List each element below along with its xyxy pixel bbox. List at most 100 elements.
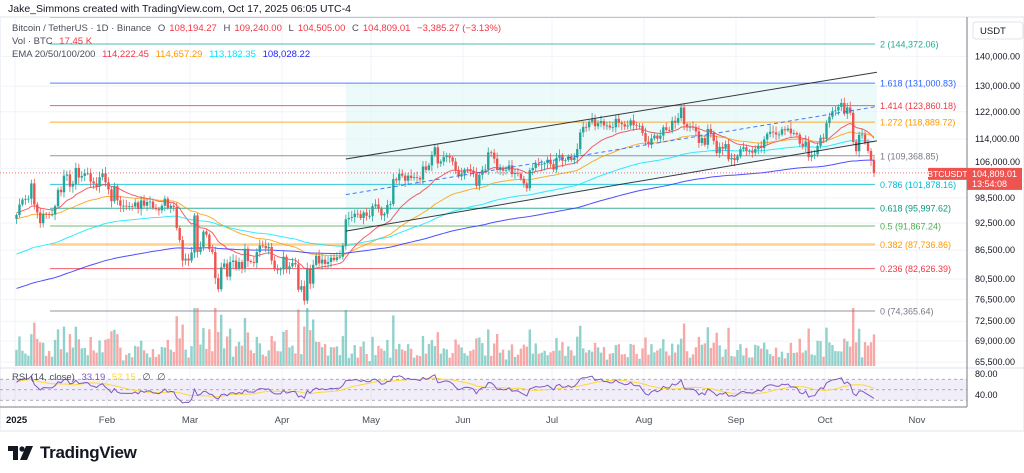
candle-body (768, 131, 772, 134)
volume-bar (558, 350, 561, 366)
volume-bar (362, 341, 365, 366)
volume-bar (338, 355, 342, 366)
candle-body (228, 261, 232, 277)
candle-body (365, 212, 368, 216)
candle-body (846, 107, 849, 114)
candle-body (338, 256, 342, 258)
volume-bar (178, 338, 181, 366)
volume-bar (398, 343, 401, 366)
volume-bar (24, 353, 27, 366)
volume-bar (602, 347, 606, 366)
candle-body (700, 138, 704, 143)
candle-body (353, 213, 356, 218)
volume-bar (415, 355, 419, 366)
candle-body (237, 261, 241, 269)
volume-bar (834, 351, 837, 366)
candle-body (59, 189, 63, 193)
symbol-name[interactable]: Bitcoin / TetherUS · 1D · Binance (12, 23, 152, 34)
volume-bar (727, 327, 730, 366)
candle-body (614, 118, 618, 128)
volume-bar (581, 348, 585, 366)
volume-bar (757, 345, 760, 366)
volume-bar (653, 352, 656, 366)
volume-bar (279, 351, 282, 366)
volume-bar (139, 340, 143, 366)
candle-body (647, 141, 650, 145)
volume-bar (792, 352, 796, 366)
candle-body (662, 127, 665, 136)
price-tick-label: 80,500.00 (975, 274, 1015, 284)
volume-bar (71, 347, 75, 366)
volume-bar (131, 357, 134, 366)
candle-body (214, 252, 217, 279)
candle-body (801, 143, 804, 147)
candle-body (255, 252, 259, 263)
candle-body (21, 199, 24, 205)
volume-bar (579, 325, 582, 366)
volume-bar (472, 349, 475, 366)
candle-body (44, 213, 48, 215)
volume-bar (724, 349, 727, 366)
candle-body (519, 173, 523, 179)
candle-body (350, 217, 353, 218)
volume-bar (148, 357, 152, 366)
volume-bar (18, 336, 21, 366)
volume-bar (810, 354, 813, 366)
tradingview-logo[interactable]: TradingView (8, 443, 137, 463)
candle-body (617, 118, 621, 123)
volume-bar (736, 349, 739, 366)
volume-bar (798, 338, 801, 366)
candle-body (320, 259, 324, 264)
candle-body (303, 286, 306, 301)
volume-bar (804, 350, 807, 366)
volume-bar (504, 359, 508, 366)
candle-body (525, 183, 529, 189)
volume-bar (217, 331, 220, 366)
volume-bar (709, 347, 712, 366)
volume-bar (748, 357, 751, 366)
candle-body (531, 167, 534, 171)
candle-body (270, 246, 273, 261)
candle-body (314, 255, 318, 265)
candle-body (368, 215, 371, 217)
volume-bar (220, 314, 223, 366)
volume-bar (671, 343, 674, 366)
candle-body (840, 102, 843, 107)
volume-bar (638, 358, 641, 366)
volume-legend[interactable]: Vol · BTC 17.45 K (12, 36, 96, 47)
candle-body (540, 164, 543, 165)
high-value: 109,240.00 (234, 23, 282, 34)
volume-bar (771, 355, 775, 366)
volume-bar (92, 350, 95, 366)
candle-body (415, 177, 419, 178)
candle-body (282, 256, 285, 270)
candle-body (243, 248, 247, 269)
fib-level-label: 0.786 (101,878.16) (880, 180, 956, 190)
candle-body (53, 206, 57, 215)
candle-body (220, 267, 223, 290)
rsi-legend[interactable]: RSI (14, close) 33.19 52.15 ∅ ∅ (12, 372, 170, 383)
volume-bar (466, 355, 469, 366)
volume-bar (374, 355, 377, 366)
candle-body (107, 182, 110, 190)
candle-body (807, 141, 810, 158)
volume-bar (481, 343, 484, 366)
volume-bar (243, 318, 247, 366)
ema-legend[interactable]: EMA 20/50/100/200 114,222.45 114,657.29 … (12, 49, 314, 60)
candle-body (145, 201, 149, 206)
volume-bar (309, 330, 312, 366)
candle-body (742, 147, 745, 150)
change-value: −3,385.27 (−3.13%) (417, 23, 502, 34)
volume-bar (819, 341, 822, 366)
volume-bar (56, 329, 60, 366)
volume-bar (837, 351, 840, 366)
channel-lower-line (345, 140, 878, 232)
candle-body (623, 124, 626, 127)
volume-bar (543, 350, 546, 366)
volume-bar (264, 356, 267, 366)
volume-bar (516, 354, 520, 366)
candle-body (166, 198, 170, 208)
candle-body (332, 257, 336, 261)
candle-body (196, 215, 199, 253)
